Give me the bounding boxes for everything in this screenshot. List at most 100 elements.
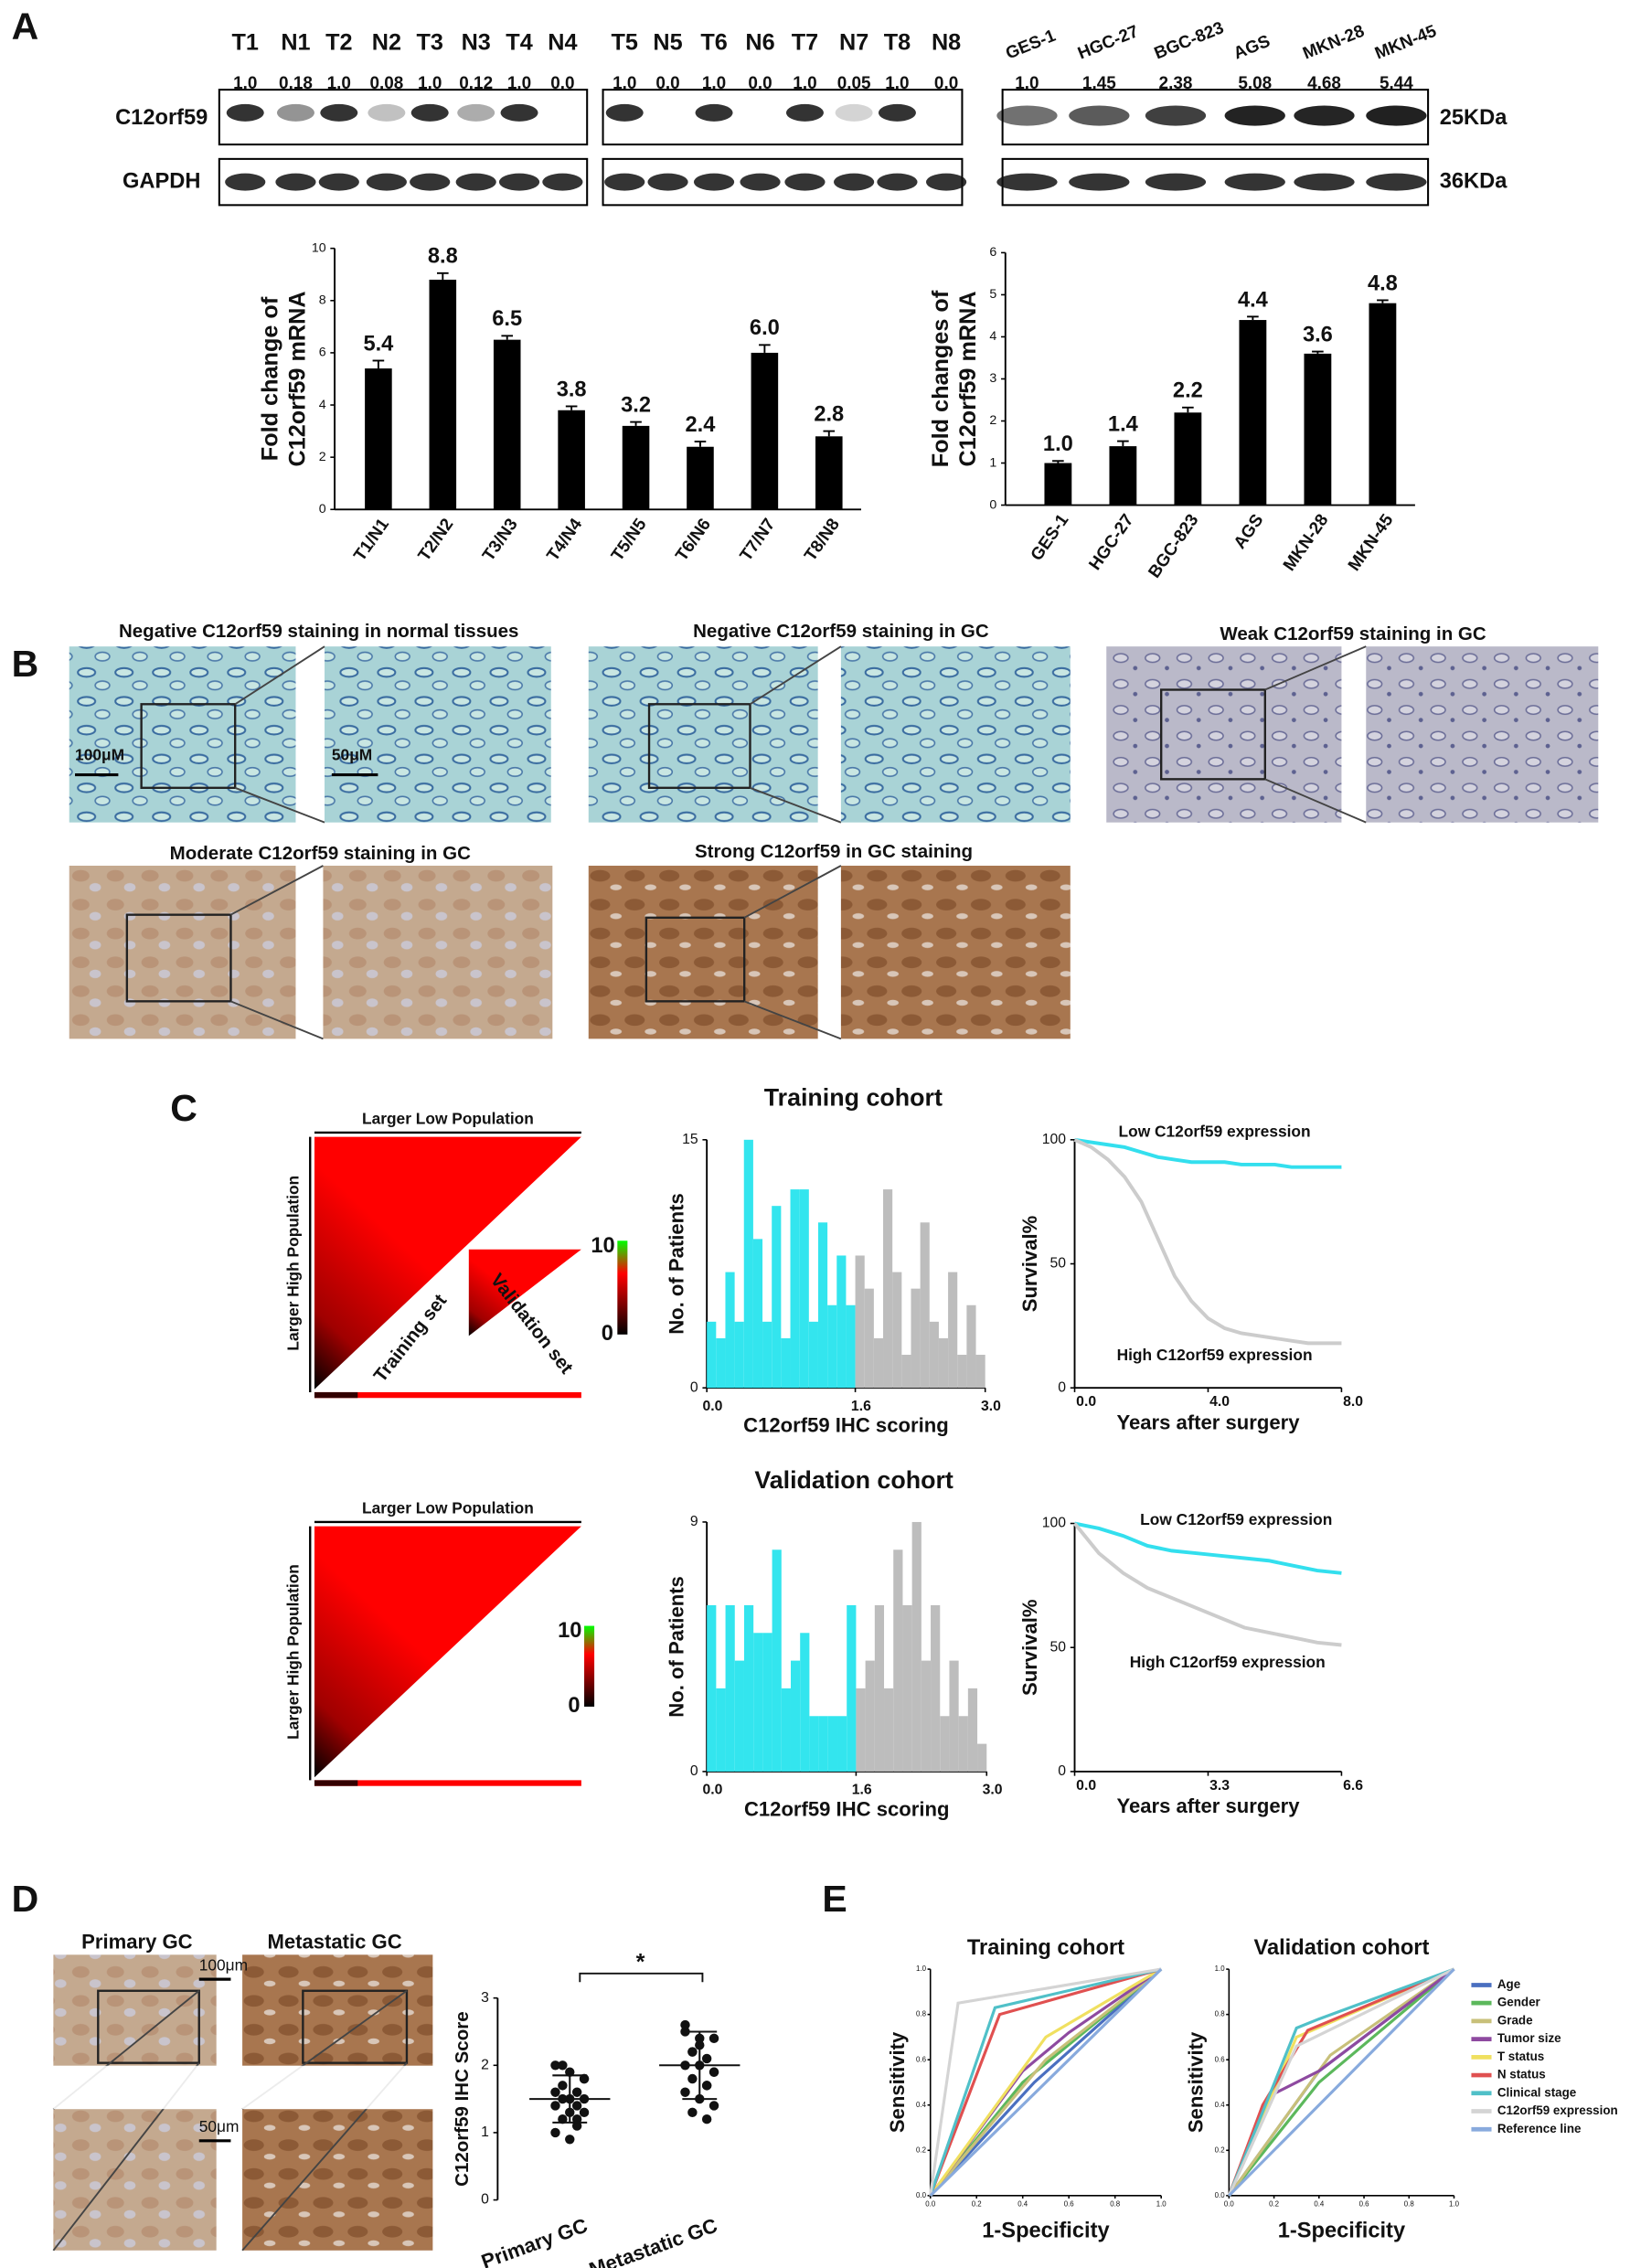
ratio-label: 1.0 [418, 74, 442, 93]
value-label: 6.5 [492, 307, 522, 331]
y-tick-label: 0.6 [916, 2055, 927, 2063]
band [275, 173, 316, 191]
data-point [550, 2087, 560, 2097]
image-title: Metastatic GC [267, 1931, 401, 1954]
y-tick-label: 0 [1058, 1379, 1066, 1395]
ratio-label: 1.0 [885, 74, 909, 93]
lane-label: T7 [792, 29, 818, 55]
data-point [708, 2101, 719, 2111]
y-axis-label: C12orf59 mRNA [284, 291, 310, 466]
inset-box [645, 916, 746, 1003]
bar [365, 368, 392, 510]
band [835, 103, 873, 122]
y-axis-label: Sensitivity [1184, 2031, 1207, 2133]
y-tick-label: 1.0 [1215, 1965, 1226, 1973]
ratio-label: 0.0 [934, 74, 958, 93]
micrograph [242, 1954, 433, 2066]
heatmap-strip [314, 1780, 581, 1786]
survival-curve [1073, 1138, 1342, 1346]
colorbar [617, 1240, 628, 1335]
legend-label: T status [1497, 2050, 1544, 2063]
y-tick-label: 1 [989, 455, 996, 470]
band [785, 103, 824, 122]
zoom-line [743, 1000, 842, 1040]
y-tick-label: 0.8 [916, 2010, 927, 2018]
histogram-bar [827, 1304, 837, 1389]
y-tick-label: 0.2 [916, 2146, 926, 2154]
data-point [550, 2101, 560, 2111]
lane-label: N2 [372, 29, 401, 55]
x-tick-label: 1.6 [852, 1783, 872, 1798]
band [877, 173, 918, 191]
x-tick-label: 4.0 [1209, 1394, 1230, 1410]
bar [815, 436, 843, 510]
legend-label: Age [1497, 1977, 1520, 1991]
x-tick-label: 6.6 [1343, 1778, 1363, 1794]
chart-title: Validation cohort [754, 1466, 953, 1494]
y-tick-label: 0 [690, 1379, 698, 1395]
y-tick-label: 8 [319, 293, 326, 308]
lane-label: N5 [653, 29, 682, 55]
band [1069, 105, 1130, 126]
x-tick-label: AGS [1230, 511, 1268, 553]
image-title: Weak C12orf59 staining in GC [1220, 623, 1486, 644]
y-tick-label: 6 [989, 245, 996, 260]
y-tick-label: 15 [682, 1132, 698, 1147]
value-label: 3.8 [557, 378, 587, 401]
roc-curve [1228, 1967, 1455, 2197]
y-tick-label: 100 [1042, 1516, 1067, 1531]
ratio-label: 5.08 [1238, 74, 1272, 93]
band [647, 173, 688, 191]
histogram-bar [893, 1549, 903, 1772]
y-tick-label: 9 [690, 1514, 698, 1529]
value-label: 6.0 [750, 316, 780, 340]
histogram-bar [772, 1549, 782, 1772]
colorbar-label: 0 [602, 1322, 613, 1346]
histogram-bar [874, 1604, 885, 1772]
x-tick-label: 8.0 [1343, 1394, 1363, 1410]
band [1224, 173, 1285, 191]
y-axis-label: No. of Patients [665, 1193, 687, 1335]
inset-box [647, 703, 751, 789]
image-title: Negative C12orf59 staining in normal tis… [119, 621, 518, 642]
significance-label: * [636, 1949, 645, 1975]
data-point [558, 2081, 568, 2091]
band [457, 103, 495, 122]
x-tick-label: 0.2 [1269, 2199, 1279, 2208]
histogram-bar [883, 1189, 893, 1389]
y-tick-label: 0 [1058, 1763, 1066, 1779]
band [604, 173, 645, 191]
panel-label: C [170, 1087, 197, 1129]
x-tick-label: 0.6 [1359, 2199, 1370, 2208]
data-point [579, 2107, 590, 2118]
data-point [680, 2087, 690, 2097]
band [740, 173, 781, 191]
panel-label: D [12, 1878, 39, 1920]
value-label: 2.8 [814, 402, 844, 426]
y-tick-label: 0.0 [1215, 2191, 1226, 2199]
blot-box [1001, 157, 1430, 207]
y-tick-label: 0 [989, 497, 996, 512]
value-label: 4.4 [1238, 288, 1269, 312]
size-label: 36KDa [1440, 169, 1507, 193]
data-point [550, 2127, 560, 2138]
band [410, 173, 451, 191]
micrograph [69, 646, 296, 823]
heatmap-y-label: Larger High Population [283, 1564, 302, 1740]
histogram-bar [977, 1743, 987, 1772]
heatmap-x-label: Larger Low Population [362, 1498, 534, 1517]
x-tick-label: 0.8 [1404, 2199, 1415, 2208]
bar [1109, 446, 1137, 506]
band [1145, 105, 1207, 126]
histogram-bar [827, 1716, 838, 1772]
band [996, 105, 1058, 126]
heatmap-strip [314, 1391, 358, 1399]
data-point [708, 2033, 719, 2044]
histogram-bar [799, 1189, 809, 1389]
y-tick-label: 6 [319, 346, 326, 360]
ratio-label: 0.08 [369, 74, 403, 93]
lane-label: N8 [932, 29, 961, 55]
scale-bar-label: 100μm [199, 1956, 248, 1975]
inset-box [125, 913, 232, 1003]
value-label: 3.2 [621, 393, 651, 417]
